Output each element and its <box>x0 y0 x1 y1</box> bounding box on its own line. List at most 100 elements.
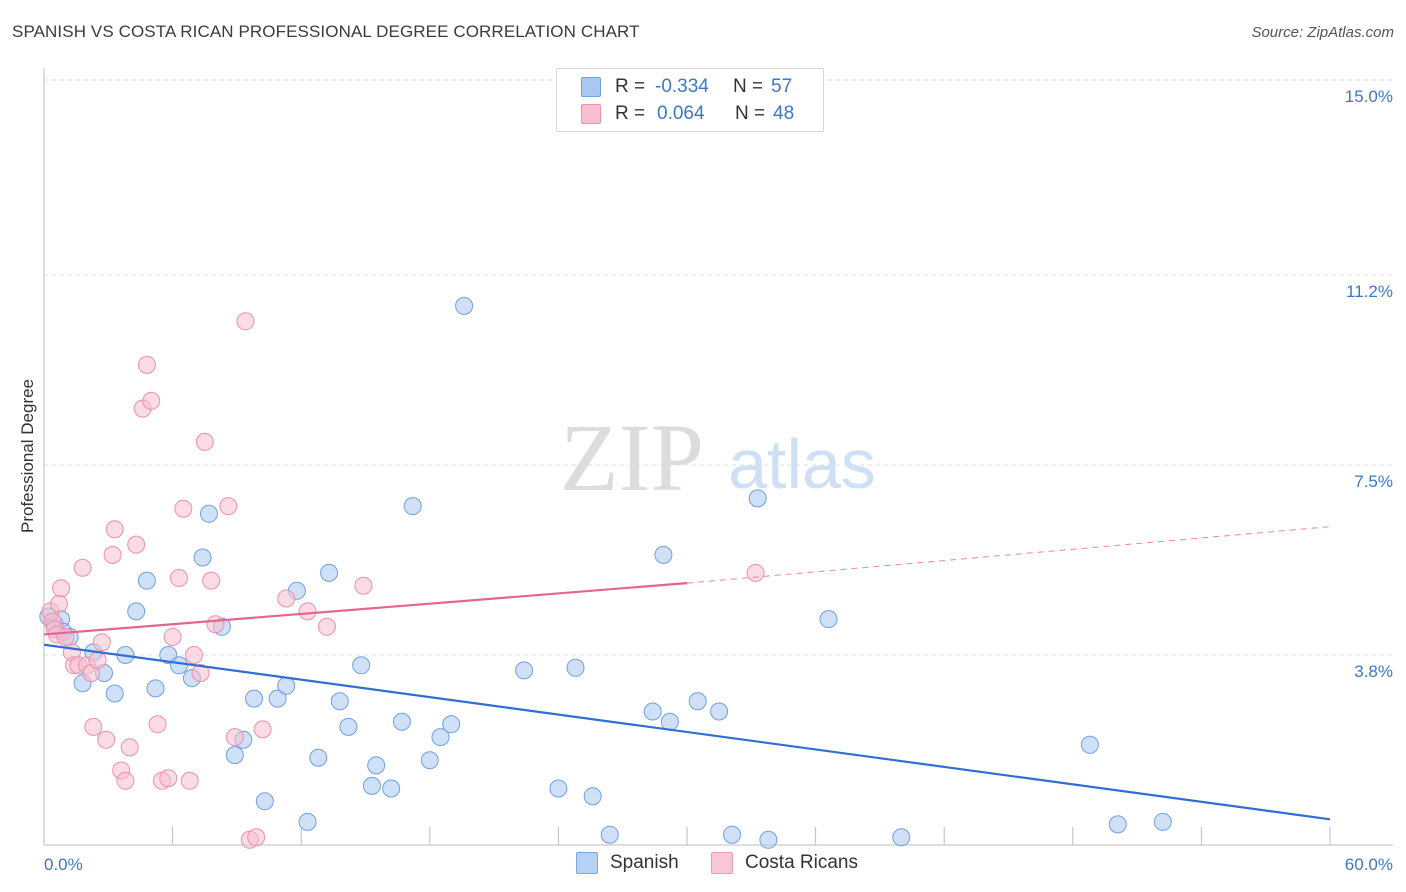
data-point <box>202 571 221 590</box>
data-point <box>245 689 263 708</box>
x-tick-min: 0.0% <box>44 855 83 874</box>
data-point <box>320 563 339 582</box>
series-legend: Spanish Costa Ricans <box>0 852 1406 878</box>
y-tick-label: 7.5% <box>1354 472 1393 491</box>
data-point <box>116 771 135 790</box>
data-point <box>84 717 103 736</box>
data-point <box>52 579 71 598</box>
data-point <box>137 355 156 374</box>
legend-r-label: R = <box>615 103 646 124</box>
trend-line-solid <box>43 643 1331 821</box>
trend-lines <box>43 526 1331 821</box>
data-point <box>120 738 139 757</box>
legend-row-spanish: R = -0.334 N = 57 <box>581 74 792 100</box>
data-point <box>298 602 317 621</box>
chart-source: Source: ZipAtlas.com <box>1251 24 1394 41</box>
data-point <box>748 489 767 508</box>
legend-swatch-spanish <box>576 852 598 874</box>
data-point <box>206 615 225 634</box>
data-point <box>105 684 124 703</box>
data-point <box>1153 812 1172 831</box>
data-point <box>73 558 92 577</box>
data-point <box>170 656 188 675</box>
watermark: ZIP atlas <box>560 404 876 511</box>
data-point <box>253 720 272 739</box>
legend-r-label: R = <box>615 76 646 97</box>
data-point <box>50 594 68 613</box>
grid-lines <box>44 79 1393 656</box>
data-point <box>105 520 124 539</box>
stats-legend: R = -0.334 N = 57 R = 0.064 N = 48 <box>556 68 824 132</box>
trend-line-dashed <box>686 526 1331 584</box>
data-point <box>442 715 461 734</box>
data-point <box>92 633 111 652</box>
data-point <box>392 712 411 731</box>
data-point <box>549 779 568 798</box>
legend-item-costa-ricans[interactable]: Costa Ricans <box>711 852 858 874</box>
data-point <box>746 563 765 582</box>
data-point <box>137 571 156 590</box>
data-point <box>367 756 386 775</box>
data-point <box>236 312 255 331</box>
data-point <box>892 828 911 847</box>
data-point <box>159 769 178 788</box>
data-point <box>330 692 349 711</box>
data-point <box>362 776 381 795</box>
data-point <box>219 497 238 516</box>
data-point <box>127 602 146 621</box>
x-tick-max: 60.0% <box>1345 855 1393 874</box>
data-point <box>455 296 474 315</box>
legend-label-spanish: Spanish <box>610 852 679 873</box>
x-tick-labels: 0.0% 60.0% <box>44 855 1393 874</box>
data-point <box>566 658 585 677</box>
data-point <box>759 830 778 849</box>
data-point <box>268 689 287 708</box>
legend-label-costa-ricans: Costa Ricans <box>745 852 858 873</box>
data-point <box>163 628 182 646</box>
data-point <box>654 545 673 564</box>
data-point <box>174 499 193 518</box>
data-point <box>403 497 422 516</box>
data-point <box>103 545 122 564</box>
data-point <box>583 787 602 806</box>
data-point <box>193 548 212 567</box>
data-point <box>180 771 199 790</box>
data-point <box>431 728 450 747</box>
data-point <box>97 730 116 749</box>
data-point <box>298 812 317 831</box>
data-point <box>255 792 274 811</box>
data-point <box>247 828 266 847</box>
legend-swatch-costa-ricans <box>711 852 733 874</box>
legend-item-spanish[interactable]: Spanish <box>576 852 679 874</box>
data-point <box>600 825 619 844</box>
data-point <box>225 728 244 747</box>
axes <box>43 68 1393 846</box>
legend-r-value: -0.334 <box>655 76 709 97</box>
watermark-atlas: atlas <box>728 425 876 503</box>
y-tick-label: 11.2% <box>1346 282 1393 301</box>
data-point <box>420 751 439 770</box>
data-points <box>39 296 1172 849</box>
data-point <box>191 664 210 682</box>
legend-swatch-costa-ricans <box>581 104 601 124</box>
data-point <box>88 651 107 670</box>
chart-title: SPANISH VS COSTA RICAN PROFESSIONAL DEGR… <box>12 22 640 41</box>
data-point <box>723 825 741 844</box>
data-point <box>146 679 165 698</box>
legend-row-costa-ricans: R = 0.064 N = 48 <box>581 101 794 127</box>
data-point <box>170 569 188 587</box>
trend-line-solid <box>43 582 688 636</box>
data-point <box>352 656 371 675</box>
legend-n-value: 48 <box>773 103 795 124</box>
data-point <box>660 712 679 731</box>
data-point <box>710 702 729 721</box>
data-point <box>1080 735 1099 754</box>
data-point <box>317 617 336 636</box>
data-point <box>200 504 218 523</box>
data-point <box>643 702 662 721</box>
data-point <box>277 676 296 695</box>
data-point <box>127 535 146 554</box>
watermark-zip: ZIP <box>560 404 704 511</box>
data-point <box>382 779 401 798</box>
